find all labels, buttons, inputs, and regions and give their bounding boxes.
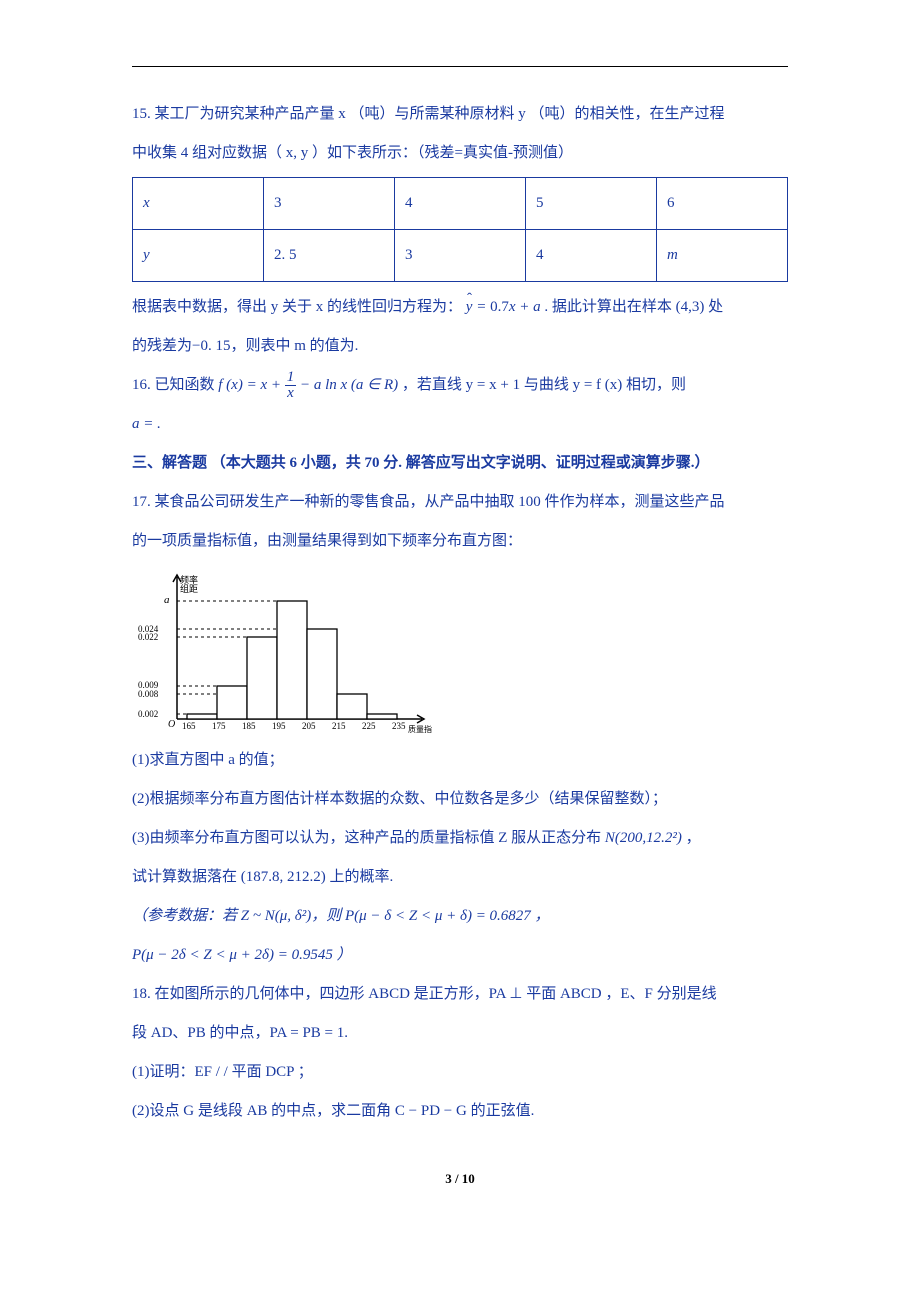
xt: 195 [272,721,286,731]
xt: 205 [302,721,316,731]
q15-l2: 中收集 4 组对应数据（ x, y ）如下表所示：（残差=真实值-预测值） [132,134,788,173]
eq-fx: f (x) = x + [218,377,284,393]
t: （参考数据：若 Z ~ N(μ, δ²)，则 P(μ − δ < Z < μ +… [132,908,550,924]
t: 的残差为−0. 15，则表中 m 的值为. [132,338,358,354]
q16-l2: a = . [132,405,788,444]
t: ， [686,830,701,846]
yl: 0.008 [138,689,159,699]
q18-p2: (2)设点 G 是线段 AB 的中点，求二面角 C − PD − G 的正弦值. [132,1092,788,1131]
top-rule [132,66,788,67]
t: (2)设点 G 是线段 AB 的中点，求二面角 C − PD − G 的正弦值. [132,1103,534,1119]
cell: 6 [657,178,788,230]
yl: 0.002 [138,709,158,719]
q17-l1: 17. 某食品公司研发生产一种新的零售食品，从产品中抽取 100 件作为样本，测… [132,483,788,522]
t: ，若直线 y = x + 1 与曲线 y = f (x) 相切，则 [402,377,686,393]
x-label: 质量指标值 [408,724,432,734]
section3-title: 三、解答题 （本大题共 6 小题，共 70 分. 解答应写出文字说明、证明过程或… [132,444,788,483]
q17-p1: (1)求直方图中 a 的值； [132,741,788,780]
q15-l3: 根据表中数据，得出 y 关于 x 的线性回归方程为： y = 0.7x + a … [132,288,788,327]
q18-p1: (1)证明：EF / / 平面 DCP ； [132,1053,788,1092]
t: (1)证明：EF / / 平面 DCP ； [132,1064,313,1080]
t: 试计算数据落在 (187.8, 212.2) 上的概率. [132,869,393,885]
table-row: y 2. 5 3 4 m [133,230,788,282]
y-title-l2: 组距 [180,583,198,594]
q17-ref2: P(μ − 2δ < Z < μ + 2δ) = 0.9545 ） [132,936,788,975]
xt: 235 [392,721,406,731]
origin: O [168,719,175,730]
q17-p2: (2)根据频率分布直方图估计样本数据的众数、中位数各是多少（结果保留整数）； [132,780,788,819]
fraction: 1x [285,370,297,401]
t: (3)由频率分布直方图可以认为，这种产品的质量指标值 Z 服从正态分布 [132,830,605,846]
t: 的一项质量指标值，由测量结果得到如下频率分布直方图： [132,533,522,549]
q18-l2: 段 AD、PB 的中点，PA = PB = 1. [132,1014,788,1053]
t: a = . [132,416,161,432]
t: 17. 某食品公司研发生产一种新的零售食品，从产品中抽取 100 件作为样本，测… [132,494,725,510]
histogram-figure: 频率 组距 0.024 0.022 0.009 0.008 0.002 a [132,569,432,737]
row-header: y [133,230,264,282]
q15-l1: 15. 某工厂为研究某种产品产量 x （吨）与所需某种原材料 y （吨）的相关性… [132,95,788,134]
den: x [285,386,297,401]
t: (2)根据频率分布直方图估计样本数据的众数、中位数各是多少（结果保留整数）； [132,791,667,807]
q16-l1: 16. 已知函数 f (x) = x + 1x − a ln x (a ∈ R)… [132,366,788,405]
num: 1 [285,370,297,386]
cell: 2. 5 [264,230,395,282]
q15-l4: 的残差为−0. 15，则表中 m 的值为. [132,327,788,366]
t: P(μ − 2δ < Z < μ + 2δ) = 0.9545 ） [132,947,352,963]
q17-p3: (3)由频率分布直方图可以认为，这种产品的质量指标值 Z 服从正态分布 N(20… [132,819,788,858]
t: 中收集 4 组对应数据（ x, y ）如下表所示：（残差=真实值-预测值） [132,145,573,161]
yl: 0.022 [138,632,158,642]
cell: 5 [526,178,657,230]
q17-ref1: （参考数据：若 Z ~ N(μ, δ²)，则 P(μ − δ < Z < μ +… [132,897,788,936]
t: . 据此计算出在样本 (4,3) 处 [544,299,723,315]
cell: 3 [395,230,526,282]
t: 段 AD、PB 的中点，PA = PB = 1. [132,1025,348,1041]
eq: y = 0.7x + a [466,299,541,315]
a-label: a [164,594,170,606]
cell: 4 [395,178,526,230]
cell: 3 [264,178,395,230]
t: (1)求直方图中 a 的值； [132,752,284,768]
t: 18. 在如图所示的几何体中，四边形 ABCD 是正方形，PA ⊥ 平面 ABC… [132,986,717,1002]
xt: 175 [212,721,226,731]
xt: 215 [332,721,346,731]
xt: 165 [182,721,196,731]
q17-l2: 的一项质量指标值，由测量结果得到如下频率分布直方图： [132,522,788,561]
eq: N(200,12.2²) [605,830,682,846]
q15-table: x 3 4 5 6 y 2. 5 3 4 m [132,177,788,282]
table-row: x 3 4 5 6 [133,178,788,230]
eq-post: − a ln x (a ∈ R) [300,377,398,393]
cell: m [657,230,788,282]
xt: 185 [242,721,256,731]
q18-l1: 18. 在如图所示的几何体中，四边形 ABCD 是正方形，PA ⊥ 平面 ABC… [132,975,788,1014]
page-footer: 3 / 10 [132,1171,788,1187]
xt: 225 [362,721,376,731]
q17-p4: 试计算数据落在 (187.8, 212.2) 上的概率. [132,858,788,897]
t: 16. 已知函数 [132,377,218,393]
t: 根据表中数据，得出 y 关于 x 的线性回归方程为： [132,299,462,315]
t: 15. 某工厂为研究某种产品产量 x （吨）与所需某种原材料 y （吨）的相关性… [132,106,725,122]
cell: 4 [526,230,657,282]
row-header: x [133,178,264,230]
